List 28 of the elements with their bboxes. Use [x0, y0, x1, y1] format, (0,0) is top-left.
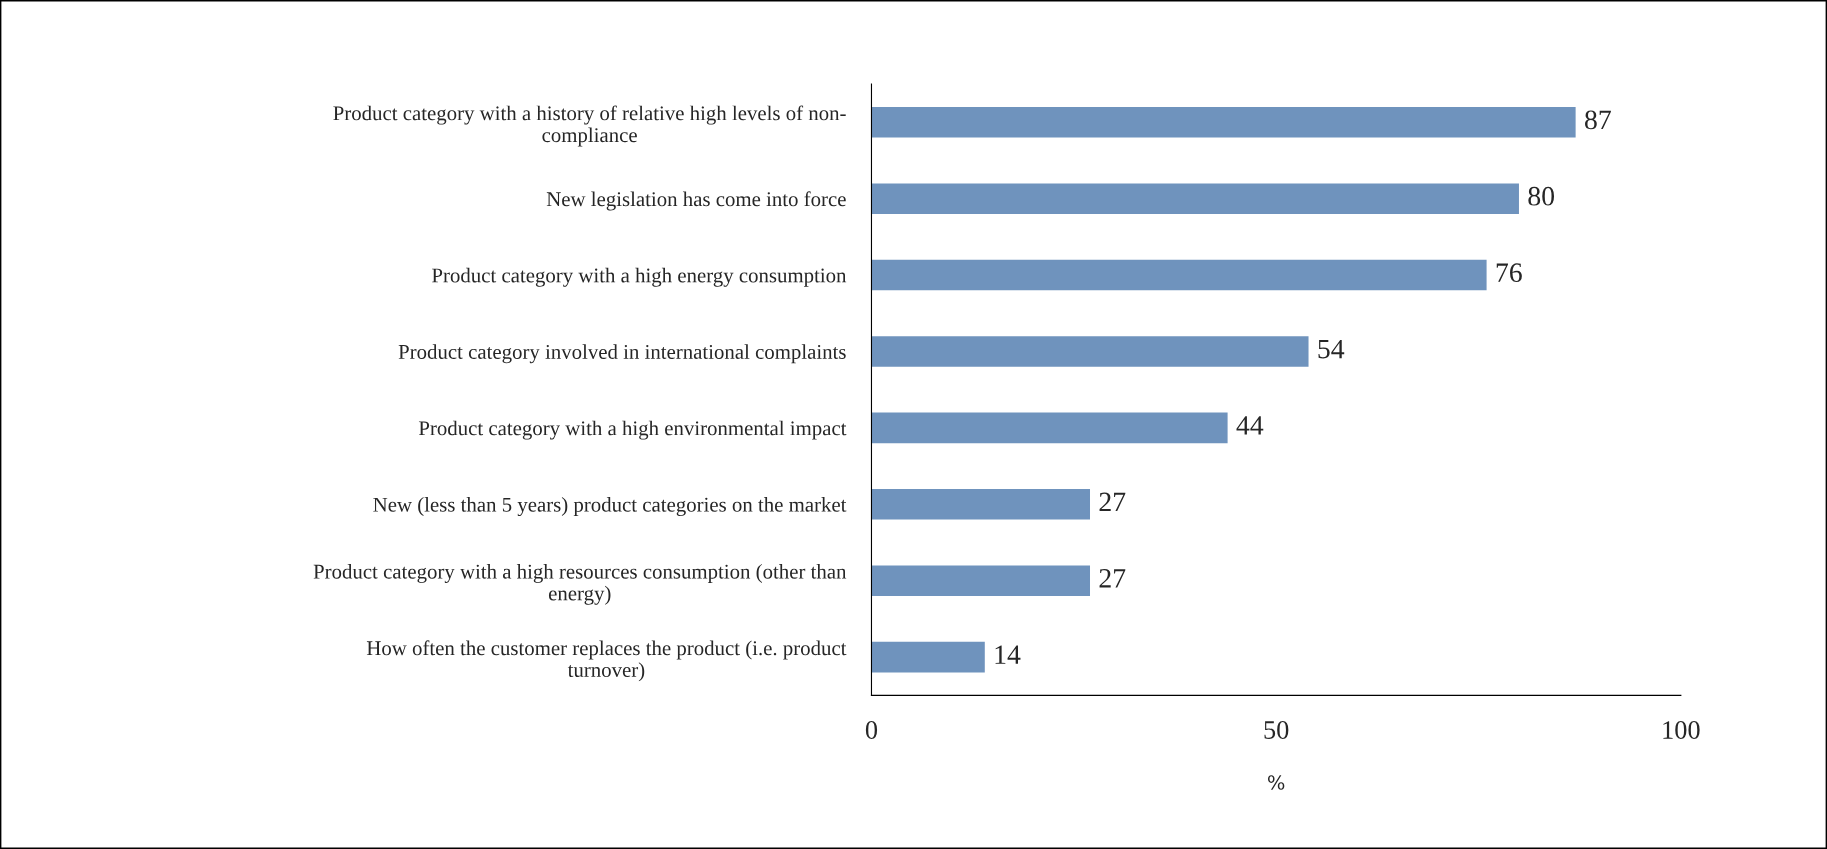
y-tick-label: Product category involved in international complaints	[398, 344, 846, 364]
bar	[871, 183, 1519, 214]
x-tick-label: 50	[1264, 721, 1289, 739]
data-label: 76	[1496, 263, 1522, 283]
y-tick-label: Product category with a high resources consumption (other than energy)	[313, 564, 847, 605]
y-tick-label: Product category with a high environmental impact	[418, 420, 847, 440]
bar	[871, 336, 1309, 367]
x-tick-label: 100	[1663, 721, 1700, 739]
bar	[871, 489, 1091, 520]
data-label: 80	[1528, 186, 1555, 206]
bar	[871, 641, 985, 673]
y-tick-label: How often the customer replaces the product (i.e. product turnover)	[366, 640, 847, 682]
bar	[871, 565, 1091, 596]
data-label: 54	[1318, 339, 1345, 359]
bar	[871, 106, 1576, 138]
y-tick-label: Product category with a history of relative high levels of non- compliance	[333, 105, 846, 147]
x-axis-title: %	[1267, 775, 1285, 790]
x-tick-label: 0	[865, 721, 878, 739]
data-label: 87	[1585, 110, 1611, 130]
data-label: 14	[995, 645, 1021, 664]
y-tick-label: Product category with a high energy consumption	[432, 267, 847, 287]
data-label: 27	[1099, 569, 1126, 588]
y-tick-label: New (less than 5 years) product categories on the market	[373, 497, 847, 517]
y-tick-label: New legislation has come into force	[546, 191, 846, 211]
data-label: 27	[1099, 492, 1126, 511]
bar	[871, 259, 1487, 291]
bar	[871, 412, 1228, 444]
data-label: 44	[1236, 416, 1264, 435]
